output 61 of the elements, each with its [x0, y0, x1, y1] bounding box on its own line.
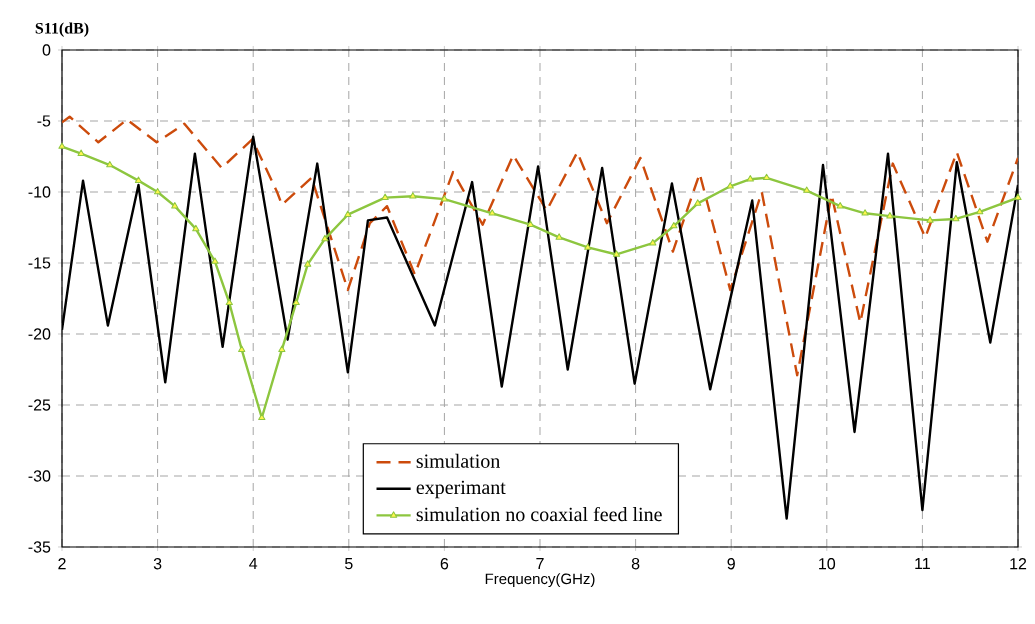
point: [926, 216, 934, 223]
y-tick-label: -10: [28, 186, 51, 198]
point: [304, 260, 312, 267]
point: [952, 214, 960, 222]
point: [153, 187, 162, 195]
x-tick-label: 2: [58, 558, 66, 570]
point: [694, 199, 702, 206]
x-tick-label: 4: [249, 558, 258, 570]
y-tick-label: -25: [28, 399, 51, 411]
legend-label: experimant: [416, 480, 506, 499]
point: [211, 257, 219, 264]
x-tick-label: 7: [536, 558, 544, 570]
point: [746, 175, 754, 182]
point: [649, 239, 657, 246]
point: [803, 186, 811, 193]
point: [238, 345, 246, 352]
point: [440, 194, 449, 202]
point: [488, 209, 496, 216]
point: [171, 202, 179, 209]
point: [409, 192, 417, 199]
point: [225, 298, 233, 306]
point: [526, 220, 535, 227]
line-series: [62, 115, 1019, 377]
point: [344, 210, 352, 218]
x-tick-label: 9: [727, 558, 735, 570]
x-tick-label: 8: [631, 558, 640, 570]
x-tick-label: 6: [440, 558, 449, 570]
point: [278, 345, 286, 352]
point: [192, 224, 200, 232]
point: [726, 182, 734, 189]
point: [381, 193, 389, 200]
y-tick-label: 0: [42, 44, 51, 56]
point: [555, 233, 563, 240]
x-tick-label: 5: [344, 558, 353, 570]
legend-label: simulation: [416, 453, 500, 468]
y-tick-label: -30: [28, 470, 51, 482]
point: [886, 212, 894, 219]
point: [77, 149, 85, 156]
point: [134, 176, 143, 183]
y-tick-label: -20: [28, 328, 51, 340]
point: [321, 234, 329, 242]
x-tick-label: 10: [819, 558, 836, 570]
point: [762, 173, 771, 181]
point: [670, 221, 678, 229]
point: [836, 202, 844, 209]
legend-label: simulation no coaxial feed line: [416, 506, 662, 522]
point: [612, 250, 621, 257]
point: [106, 160, 114, 168]
y-tick-label: -35: [28, 541, 51, 553]
x-tick-label: 11: [915, 558, 930, 570]
x-tick-label: 3: [153, 558, 162, 570]
x-axis-title: Frequency(GHz): [485, 573, 595, 588]
y-tick-label: -5: [37, 115, 51, 127]
y-tick-label: -15: [28, 257, 51, 269]
point: [861, 209, 869, 216]
y-axis-title: S11(dB): [35, 22, 89, 37]
x-tick-label: 12: [1010, 558, 1027, 570]
point: [1014, 193, 1022, 200]
point: [292, 298, 300, 306]
point: [976, 207, 984, 215]
point: [584, 243, 592, 250]
